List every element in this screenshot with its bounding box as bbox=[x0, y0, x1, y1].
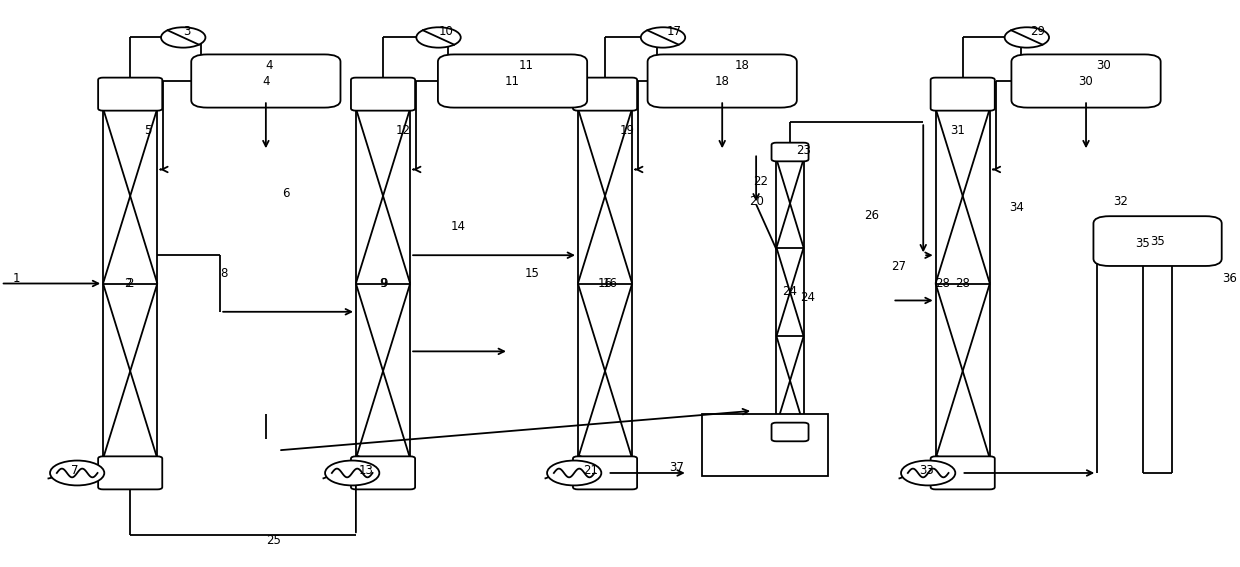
Circle shape bbox=[417, 27, 461, 48]
Text: 23: 23 bbox=[796, 144, 811, 157]
FancyBboxPatch shape bbox=[647, 54, 797, 108]
Text: 5: 5 bbox=[144, 124, 151, 137]
Text: 34: 34 bbox=[1009, 201, 1024, 214]
Text: 28: 28 bbox=[935, 277, 950, 290]
Circle shape bbox=[161, 27, 206, 48]
FancyBboxPatch shape bbox=[351, 456, 415, 489]
Text: 24: 24 bbox=[800, 291, 815, 304]
FancyBboxPatch shape bbox=[98, 78, 162, 111]
Text: 17: 17 bbox=[667, 26, 682, 39]
Text: 18: 18 bbox=[734, 59, 749, 72]
Text: 22: 22 bbox=[753, 175, 768, 188]
Text: 16: 16 bbox=[603, 277, 618, 290]
Text: 12: 12 bbox=[396, 124, 410, 137]
Text: 30: 30 bbox=[1079, 74, 1094, 87]
Circle shape bbox=[1004, 27, 1049, 48]
Text: 36: 36 bbox=[1221, 273, 1236, 285]
Text: 27: 27 bbox=[892, 260, 906, 273]
Text: 6: 6 bbox=[281, 187, 289, 200]
Circle shape bbox=[901, 460, 955, 485]
FancyBboxPatch shape bbox=[931, 78, 994, 111]
FancyBboxPatch shape bbox=[1012, 54, 1161, 108]
Text: 25: 25 bbox=[265, 534, 280, 547]
FancyBboxPatch shape bbox=[191, 54, 341, 108]
Text: 33: 33 bbox=[920, 464, 934, 477]
Text: 35: 35 bbox=[1151, 235, 1164, 248]
FancyBboxPatch shape bbox=[98, 456, 162, 489]
Text: 3: 3 bbox=[184, 26, 191, 39]
Text: 9: 9 bbox=[379, 277, 387, 290]
Text: 28: 28 bbox=[955, 277, 970, 290]
Text: 2: 2 bbox=[126, 277, 134, 290]
Text: 4: 4 bbox=[262, 74, 269, 87]
FancyBboxPatch shape bbox=[351, 78, 415, 111]
Text: 24: 24 bbox=[782, 285, 797, 298]
Text: 10: 10 bbox=[439, 26, 454, 39]
Text: 35: 35 bbox=[1136, 238, 1151, 251]
Text: 37: 37 bbox=[670, 461, 684, 474]
Text: 16: 16 bbox=[598, 277, 613, 290]
Text: 15: 15 bbox=[525, 267, 539, 280]
FancyBboxPatch shape bbox=[573, 78, 637, 111]
FancyBboxPatch shape bbox=[771, 422, 808, 441]
Text: 14: 14 bbox=[451, 221, 466, 234]
Text: 11: 11 bbox=[518, 59, 533, 72]
Text: 11: 11 bbox=[505, 74, 520, 87]
FancyBboxPatch shape bbox=[771, 143, 808, 162]
FancyBboxPatch shape bbox=[438, 54, 588, 108]
Text: 18: 18 bbox=[714, 74, 729, 87]
Text: 31: 31 bbox=[950, 124, 965, 137]
FancyBboxPatch shape bbox=[1094, 216, 1221, 266]
FancyBboxPatch shape bbox=[573, 456, 637, 489]
Text: 1: 1 bbox=[14, 273, 21, 285]
Circle shape bbox=[325, 460, 379, 485]
Circle shape bbox=[50, 460, 104, 485]
Text: 20: 20 bbox=[749, 195, 764, 208]
Circle shape bbox=[547, 460, 601, 485]
Circle shape bbox=[641, 27, 686, 48]
Text: 9: 9 bbox=[381, 277, 388, 290]
Text: 7: 7 bbox=[71, 464, 78, 477]
Text: 2: 2 bbox=[124, 277, 131, 290]
Text: 13: 13 bbox=[358, 464, 373, 477]
Bar bbox=[703, 413, 828, 476]
Text: 21: 21 bbox=[583, 464, 598, 477]
Text: 8: 8 bbox=[221, 267, 228, 280]
Text: 30: 30 bbox=[1096, 59, 1111, 72]
Text: 29: 29 bbox=[1030, 26, 1045, 39]
Text: 4: 4 bbox=[265, 59, 273, 72]
Text: 26: 26 bbox=[864, 209, 879, 222]
FancyBboxPatch shape bbox=[931, 456, 994, 489]
Text: 32: 32 bbox=[1114, 195, 1128, 208]
Text: 19: 19 bbox=[620, 124, 635, 137]
